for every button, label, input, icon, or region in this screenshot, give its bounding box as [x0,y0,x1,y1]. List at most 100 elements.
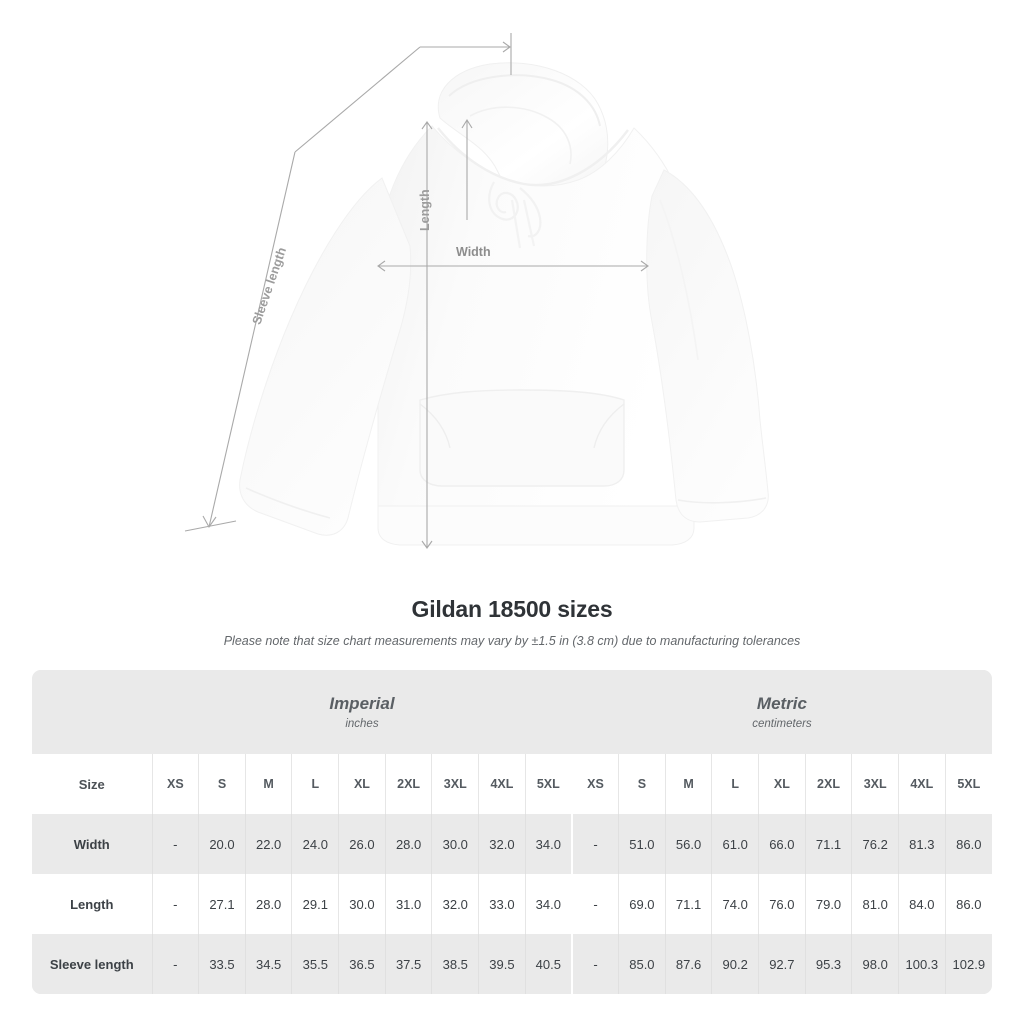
system-name: Metric [756,693,807,713]
table-row: Length -27.1 28.0 29.1 30.0 31.0 32.0 33.0 34.0-… [32,874,992,934]
cell-width-metric-4xl: 81.3 [898,814,946,874]
cell-width-imperial-xs: - [152,814,200,874]
cell-length-metric-3xl: 81.0 [851,874,899,934]
size-header-metric-l: L [711,754,760,814]
cell-length-imperial-3xl: 32.0 [431,874,480,934]
size-header-imperial-l: L [291,754,340,814]
cell-width-metric-xs: - [571,814,620,874]
cell-sleeve-length-imperial-xl: 36.5 [338,934,386,994]
hoodie-measurement-diagram: Width Length Sleeve length [184,33,769,549]
cell-length-imperial-m: 28.0 [245,874,293,934]
system-unit: centimeters [752,718,812,731]
row-label-length: Length [32,874,153,934]
diagram-label-width: Width [456,245,491,259]
cell-sleeve-length-imperial-4xl: 39.5 [478,934,526,994]
cell-width-metric-l: 61.0 [711,814,760,874]
cell-length-metric-xl: 76.0 [758,874,806,934]
cell-length-metric-s: 69.0 [618,874,666,934]
size-header-metric-5xl: 5XL [945,754,992,814]
cell-width-imperial-3xl: 30.0 [431,814,480,874]
cell-sleeve-length-imperial-l: 35.5 [291,934,340,994]
table-row: Width -20.0 22.0 24.0 26.0 28.0 30.0 32.0 34.0-5… [32,814,992,874]
cell-sleeve-length-metric-m: 87.6 [665,934,713,994]
hoodie-body [377,125,695,546]
collar-pointer-line [461,118,473,220]
cell-width-metric-m: 56.0 [665,814,713,874]
cell-width-metric-2xl: 71.1 [805,814,853,874]
size-header-imperial-m: M [245,754,293,814]
system-header-spacer [32,670,152,754]
cell-length-metric-l: 74.0 [711,874,760,934]
system-header-metric: Metric centimeters [571,670,992,754]
size-header-imperial-3xl: 3XL [431,754,480,814]
cell-length-imperial-5xl: 34.0 [525,874,573,934]
size-header-metric-2xl: 2XL [805,754,853,814]
hoodie-drawstring [488,181,542,249]
length-measure-line [421,121,433,549]
cell-width-imperial-s: 20.0 [198,814,246,874]
size-header-row: Size XS S M L XL 2XL 3XL 4XL 5XL XS S M L XL 2XL 3XL 4XL 5… [32,754,992,814]
size-header-metric-xl: XL [758,754,806,814]
cell-width-metric-3xl: 76.2 [851,814,899,874]
cell-length-metric-4xl: 84.0 [898,874,946,934]
width-measure-line [377,260,649,272]
cell-sleeve-length-imperial-2xl: 37.5 [385,934,433,994]
cell-width-metric-5xl: 86.0 [945,814,992,874]
cell-sleeve-length-imperial-xs: - [152,934,200,994]
size-header-imperial-5xl: 5XL [525,754,573,814]
size-header-metric-s: S [618,754,666,814]
hoodie-left-sleeve [239,177,412,536]
system-name: Imperial [329,693,395,713]
size-header-imperial-s: S [198,754,246,814]
row-label-width: Width [32,814,153,874]
cell-width-imperial-m: 22.0 [245,814,293,874]
sleeve-length-measure-line [184,33,512,532]
size-header-imperial-xl: XL [338,754,386,814]
cell-length-imperial-4xl: 33.0 [478,874,526,934]
cell-length-metric-2xl: 79.0 [805,874,853,934]
page-title: Gildan 18500 sizes [411,596,613,622]
cell-length-metric-xs: - [571,874,620,934]
size-header-metric-m: M [665,754,713,814]
cell-width-metric-xl: 66.0 [758,814,806,874]
cell-length-imperial-s: 27.1 [198,874,246,934]
cell-sleeve-length-metric-xl: 92.7 [758,934,806,994]
cell-sleeve-length-imperial-s: 33.5 [198,934,246,994]
chart-title-block: Gildan 18500 sizes Please note that size… [0,596,1024,648]
cell-width-metric-s: 51.0 [618,814,666,874]
cell-length-metric-5xl: 86.0 [945,874,992,934]
size-header-imperial-xs: XS [152,754,200,814]
hoodie-illustration [184,33,769,549]
cell-sleeve-length-metric-xs: - [571,934,620,994]
size-header-label: Size [32,754,153,814]
cell-sleeve-length-imperial-5xl: 40.5 [525,934,573,994]
cell-sleeve-length-imperial-m: 34.5 [245,934,293,994]
size-header-imperial-4xl: 4XL [478,754,526,814]
cell-sleeve-length-metric-4xl: 100.3 [898,934,946,994]
size-header-metric-xs: XS [571,754,620,814]
size-header-metric-3xl: 3XL [851,754,899,814]
cell-sleeve-length-metric-3xl: 98.0 [851,934,899,994]
size-chart-table-wrapper: Imperial inches Metric centimeters Size XS S M L… [32,670,992,994]
cell-sleeve-length-metric-2xl: 95.3 [805,934,853,994]
cell-length-imperial-l: 29.1 [291,874,340,934]
cell-sleeve-length-metric-l: 90.2 [711,934,760,994]
cell-length-imperial-xl: 30.0 [338,874,386,934]
row-label-sleeve-length: Sleeve length [32,934,153,994]
cell-width-imperial-xl: 26.0 [338,814,386,874]
size-chart-table: Imperial inches Metric centimeters Size XS S M L… [32,670,992,994]
cell-width-imperial-2xl: 28.0 [385,814,433,874]
cell-sleeve-length-imperial-3xl: 38.5 [431,934,480,994]
measurement-lines [184,33,649,549]
cell-length-metric-m: 71.1 [665,874,713,934]
size-header-metric-4xl: 4XL [898,754,946,814]
cell-width-imperial-4xl: 32.0 [478,814,526,874]
cell-sleeve-length-metric-5xl: 102.9 [945,934,992,994]
diagram-label-length: Length [418,189,432,231]
cell-sleeve-length-metric-s: 85.0 [618,934,666,994]
cell-width-imperial-l: 24.0 [291,814,340,874]
size-header-imperial-2xl: 2XL [385,754,433,814]
cell-length-imperial-xs: - [152,874,200,934]
cell-length-imperial-2xl: 31.0 [385,874,433,934]
system-unit: inches [345,718,379,731]
